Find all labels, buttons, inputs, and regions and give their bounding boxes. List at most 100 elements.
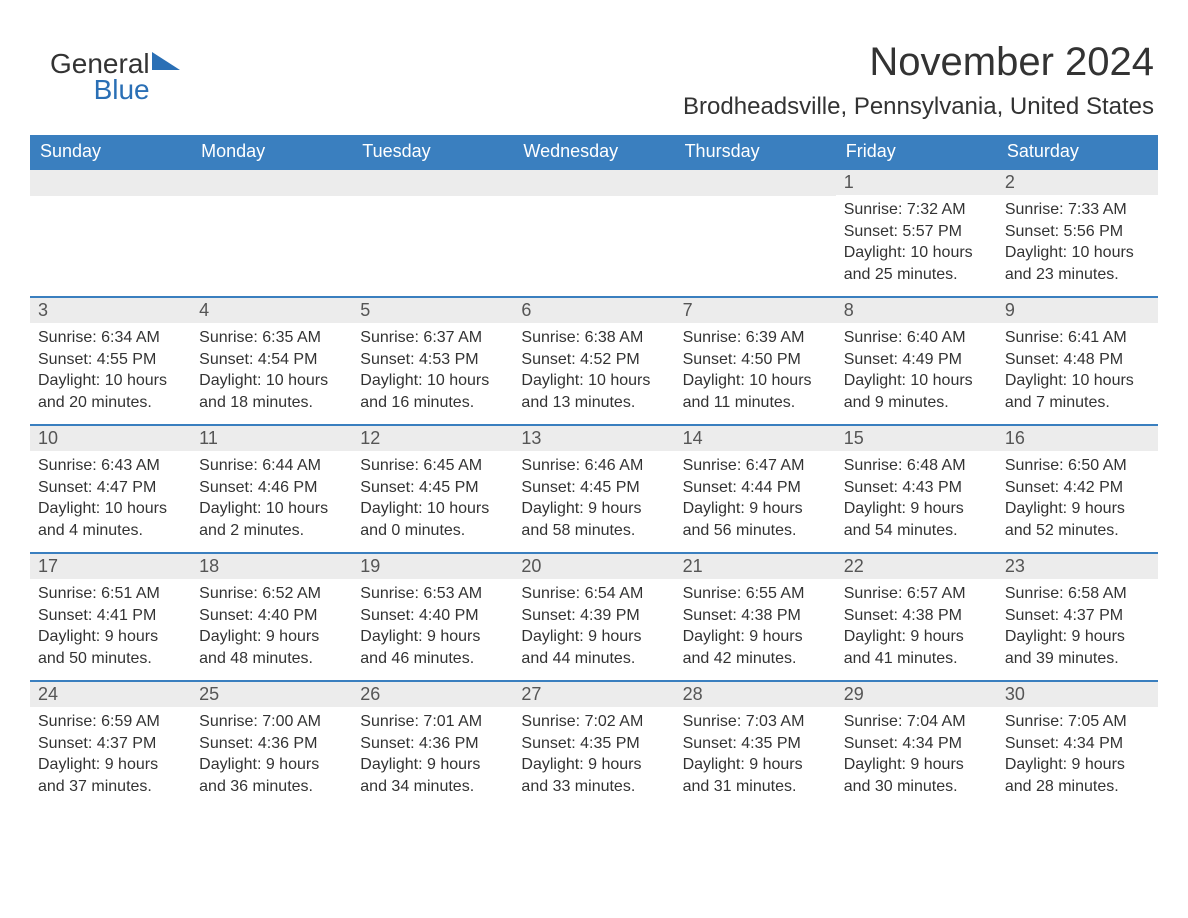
day-number: 20: [513, 554, 674, 579]
daylight-line-2: and 50 minutes.: [38, 648, 183, 670]
day-number: 7: [675, 298, 836, 323]
daylight-line-1: Daylight: 10 hours: [844, 370, 989, 392]
daylight-line-1: Daylight: 9 hours: [844, 498, 989, 520]
sunset-line: Sunset: 4:35 PM: [521, 733, 666, 755]
calendar-day-cell: 4Sunrise: 6:35 AMSunset: 4:54 PMDaylight…: [191, 297, 352, 425]
day-body: Sunrise: 6:53 AMSunset: 4:40 PMDaylight:…: [352, 579, 513, 677]
day-number: 13: [513, 426, 674, 451]
daylight-line-1: Daylight: 10 hours: [38, 370, 183, 392]
daylight-line-2: and 31 minutes.: [683, 776, 828, 798]
daylight-line-2: and 18 minutes.: [199, 392, 344, 414]
calendar-week-row: 1Sunrise: 7:32 AMSunset: 5:57 PMDaylight…: [30, 169, 1158, 297]
daylight-line-1: Daylight: 9 hours: [683, 626, 828, 648]
sunrise-line: Sunrise: 6:55 AM: [683, 583, 828, 605]
location: Brodheadsville, Pennsylvania, United Sta…: [683, 93, 1154, 121]
daylight-line-2: and 11 minutes.: [683, 392, 828, 414]
calendar-day-cell: 29Sunrise: 7:04 AMSunset: 4:34 PMDayligh…: [836, 681, 997, 809]
day-number-empty: [352, 170, 513, 196]
daylight-line-1: Daylight: 9 hours: [360, 626, 505, 648]
sunrise-line: Sunrise: 6:43 AM: [38, 455, 183, 477]
daylight-line-1: Daylight: 9 hours: [844, 754, 989, 776]
daylight-line-2: and 39 minutes.: [1005, 648, 1150, 670]
sunrise-line: Sunrise: 7:00 AM: [199, 711, 344, 733]
calendar-day-cell: 30Sunrise: 7:05 AMSunset: 4:34 PMDayligh…: [997, 681, 1158, 809]
calendar-day-cell: 7Sunrise: 6:39 AMSunset: 4:50 PMDaylight…: [675, 297, 836, 425]
daylight-line-1: Daylight: 10 hours: [38, 498, 183, 520]
sunrise-line: Sunrise: 6:37 AM: [360, 327, 505, 349]
weekday-header: Tuesday: [352, 135, 513, 169]
daylight-line-2: and 58 minutes.: [521, 520, 666, 542]
day-body: Sunrise: 6:35 AMSunset: 4:54 PMDaylight:…: [191, 323, 352, 421]
day-number-empty: [513, 170, 674, 196]
day-number: 4: [191, 298, 352, 323]
sunrise-line: Sunrise: 6:39 AM: [683, 327, 828, 349]
page-title: November 2024: [683, 40, 1154, 85]
day-number: 17: [30, 554, 191, 579]
sunset-line: Sunset: 4:38 PM: [683, 605, 828, 627]
calendar-day-cell: 9Sunrise: 6:41 AMSunset: 4:48 PMDaylight…: [997, 297, 1158, 425]
day-body: Sunrise: 7:33 AMSunset: 5:56 PMDaylight:…: [997, 195, 1158, 293]
sunset-line: Sunset: 4:34 PM: [1005, 733, 1150, 755]
sunset-line: Sunset: 4:44 PM: [683, 477, 828, 499]
sunrise-line: Sunrise: 6:35 AM: [199, 327, 344, 349]
daylight-line-1: Daylight: 10 hours: [683, 370, 828, 392]
day-number: 19: [352, 554, 513, 579]
sunrise-line: Sunrise: 6:52 AM: [199, 583, 344, 605]
calendar-day-cell: 3Sunrise: 6:34 AMSunset: 4:55 PMDaylight…: [30, 297, 191, 425]
calendar-day-cell: 5 Sunrise: 6:37 AMSunset: 4:53 PMDaylight…: [352, 297, 513, 425]
calendar-empty-cell: [30, 169, 191, 297]
calendar-day-cell: 1Sunrise: 7:32 AMSunset: 5:57 PMDaylight…: [836, 169, 997, 297]
sunrise-line: Sunrise: 6:40 AM: [844, 327, 989, 349]
day-number: 27: [513, 682, 674, 707]
daylight-line-2: and 23 minutes.: [1005, 264, 1150, 286]
day-number: 5: [352, 298, 513, 323]
daylight-line-2: and 42 minutes.: [683, 648, 828, 670]
sunset-line: Sunset: 4:49 PM: [844, 349, 989, 371]
day-body: Sunrise: 6:55 AMSunset: 4:38 PMDaylight:…: [675, 579, 836, 677]
calendar-day-cell: 12Sunrise: 6:45 AMSunset: 4:45 PMDayligh…: [352, 425, 513, 553]
weekday-header: Wednesday: [513, 135, 674, 169]
sunset-line: Sunset: 4:45 PM: [360, 477, 505, 499]
weekday-header: Sunday: [30, 135, 191, 169]
day-body: Sunrise: 6:51 AMSunset: 4:41 PMDaylight:…: [30, 579, 191, 677]
sunrise-line: Sunrise: 7:02 AM: [521, 711, 666, 733]
sunrise-line: Sunrise: 6:48 AM: [844, 455, 989, 477]
daylight-line-2: and 48 minutes.: [199, 648, 344, 670]
daylight-line-2: and 20 minutes.: [38, 392, 183, 414]
sunrise-line: Sunrise: 6:41 AM: [1005, 327, 1150, 349]
sunrise-line: Sunrise: 6:34 AM: [38, 327, 183, 349]
logo-word-2: Blue: [50, 76, 150, 104]
daylight-line-1: Daylight: 10 hours: [360, 370, 505, 392]
daylight-line-1: Daylight: 10 hours: [1005, 370, 1150, 392]
sunrise-line: Sunrise: 7:01 AM: [360, 711, 505, 733]
sunset-line: Sunset: 4:36 PM: [360, 733, 505, 755]
daylight-line-2: and 28 minutes.: [1005, 776, 1150, 798]
calendar-day-cell: 11Sunrise: 6:44 AMSunset: 4:46 PMDayligh…: [191, 425, 352, 553]
daylight-line-2: and 54 minutes.: [844, 520, 989, 542]
day-body: Sunrise: 6:39 AMSunset: 4:50 PMDaylight:…: [675, 323, 836, 421]
day-number: 14: [675, 426, 836, 451]
day-body: Sunrise: 6:58 AMSunset: 4:37 PMDaylight:…: [997, 579, 1158, 677]
daylight-line-2: and 0 minutes.: [360, 520, 505, 542]
sunset-line: Sunset: 4:48 PM: [1005, 349, 1150, 371]
day-body: Sunrise: 6:34 AMSunset: 4:55 PMDaylight:…: [30, 323, 191, 421]
day-number: 23: [997, 554, 1158, 579]
daylight-line-1: Daylight: 9 hours: [521, 626, 666, 648]
day-body: Sunrise: 6:57 AMSunset: 4:38 PMDaylight:…: [836, 579, 997, 677]
header: General Blue November 2024 Brodheadsvill…: [30, 30, 1158, 131]
sunset-line: Sunset: 4:36 PM: [199, 733, 344, 755]
calendar-day-cell: 17Sunrise: 6:51 AMSunset: 4:41 PMDayligh…: [30, 553, 191, 681]
sunrise-line: Sunrise: 6:57 AM: [844, 583, 989, 605]
daylight-line-2: and 34 minutes.: [360, 776, 505, 798]
day-number-empty: [675, 170, 836, 196]
day-body: Sunrise: 7:03 AMSunset: 4:35 PMDaylight:…: [675, 707, 836, 805]
daylight-line-2: and 9 minutes.: [844, 392, 989, 414]
day-body: Sunrise: 6:59 AMSunset: 4:37 PMDaylight:…: [30, 707, 191, 805]
day-number: 18: [191, 554, 352, 579]
sunset-line: Sunset: 4:46 PM: [199, 477, 344, 499]
sunset-line: Sunset: 4:53 PM: [360, 349, 505, 371]
calendar-week-row: 17Sunrise: 6:51 AMSunset: 4:41 PMDayligh…: [30, 553, 1158, 681]
sunset-line: Sunset: 5:57 PM: [844, 221, 989, 243]
sunset-line: Sunset: 4:42 PM: [1005, 477, 1150, 499]
daylight-line-2: and 13 minutes.: [521, 392, 666, 414]
